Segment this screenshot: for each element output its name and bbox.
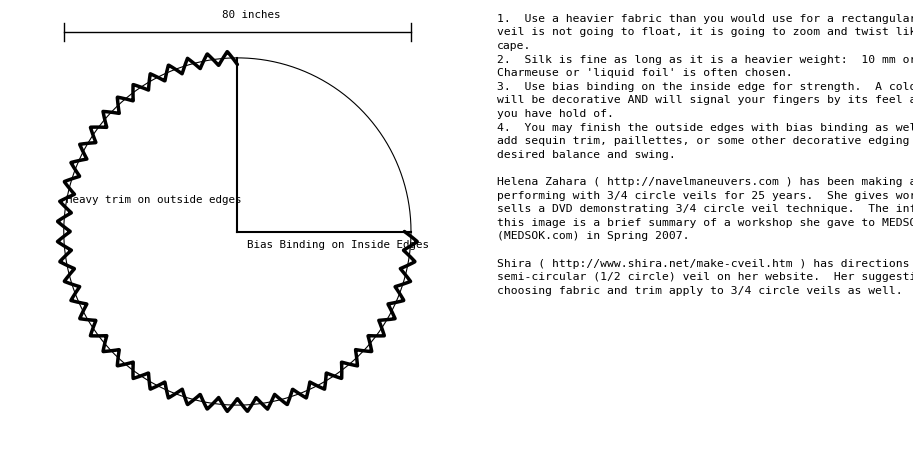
Text: 80 inches: 80 inches <box>222 10 280 19</box>
Text: Heavy trim on outside edges: Heavy trim on outside edges <box>67 195 242 205</box>
Text: 1.  Use a heavier fabric than you would use for a rectangular veil.  This
veil i: 1. Use a heavier fabric than you would u… <box>497 14 913 296</box>
Text: Bias Binding on Inside Edges: Bias Binding on Inside Edges <box>247 240 429 250</box>
